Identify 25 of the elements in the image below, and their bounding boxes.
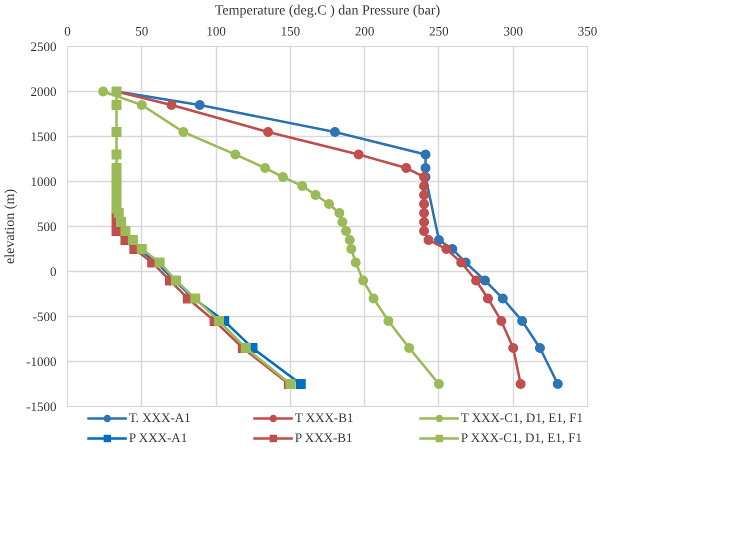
x-tick-label: 100: [206, 24, 226, 38]
x-tick-label: 250: [429, 24, 449, 38]
legend-label: T XXX-B1: [294, 410, 354, 426]
x-tick-label: 300: [503, 24, 523, 38]
x-tick-label: 150: [280, 24, 300, 38]
y-tick-label: 2500: [30, 39, 56, 54]
y-tick-label: -1500: [26, 399, 57, 414]
y-tick-label: 500: [37, 219, 56, 234]
x-tick-label: 50: [135, 24, 148, 38]
x-tick-label: 0: [64, 24, 71, 38]
y-tick-label: 2000: [30, 84, 56, 99]
x-tick-label: 350: [578, 24, 598, 38]
legend-label: T. XXX-A1: [128, 410, 192, 426]
x-tick-label: 200: [354, 24, 374, 38]
legend-label: P XXX-C1, D1, E1, F1: [460, 430, 582, 446]
legend-label: P XXX-A1: [128, 430, 188, 446]
y-tick-label: 1000: [30, 174, 56, 189]
y-tick-label: -500: [32, 309, 57, 324]
y-axis-title: elevation (m): [3, 188, 18, 264]
legend-label: T XXX-C1, D1, E1, F1: [460, 410, 583, 426]
legend-label: P XXX-B1: [294, 430, 354, 446]
y-tick-label: 0: [50, 264, 56, 279]
y-tick-label: 1500: [30, 129, 56, 144]
y-tick-label: -1000: [26, 354, 57, 369]
x-axis-title: Temperature (deg.C ) dan Pressure (bar): [214, 4, 440, 18]
